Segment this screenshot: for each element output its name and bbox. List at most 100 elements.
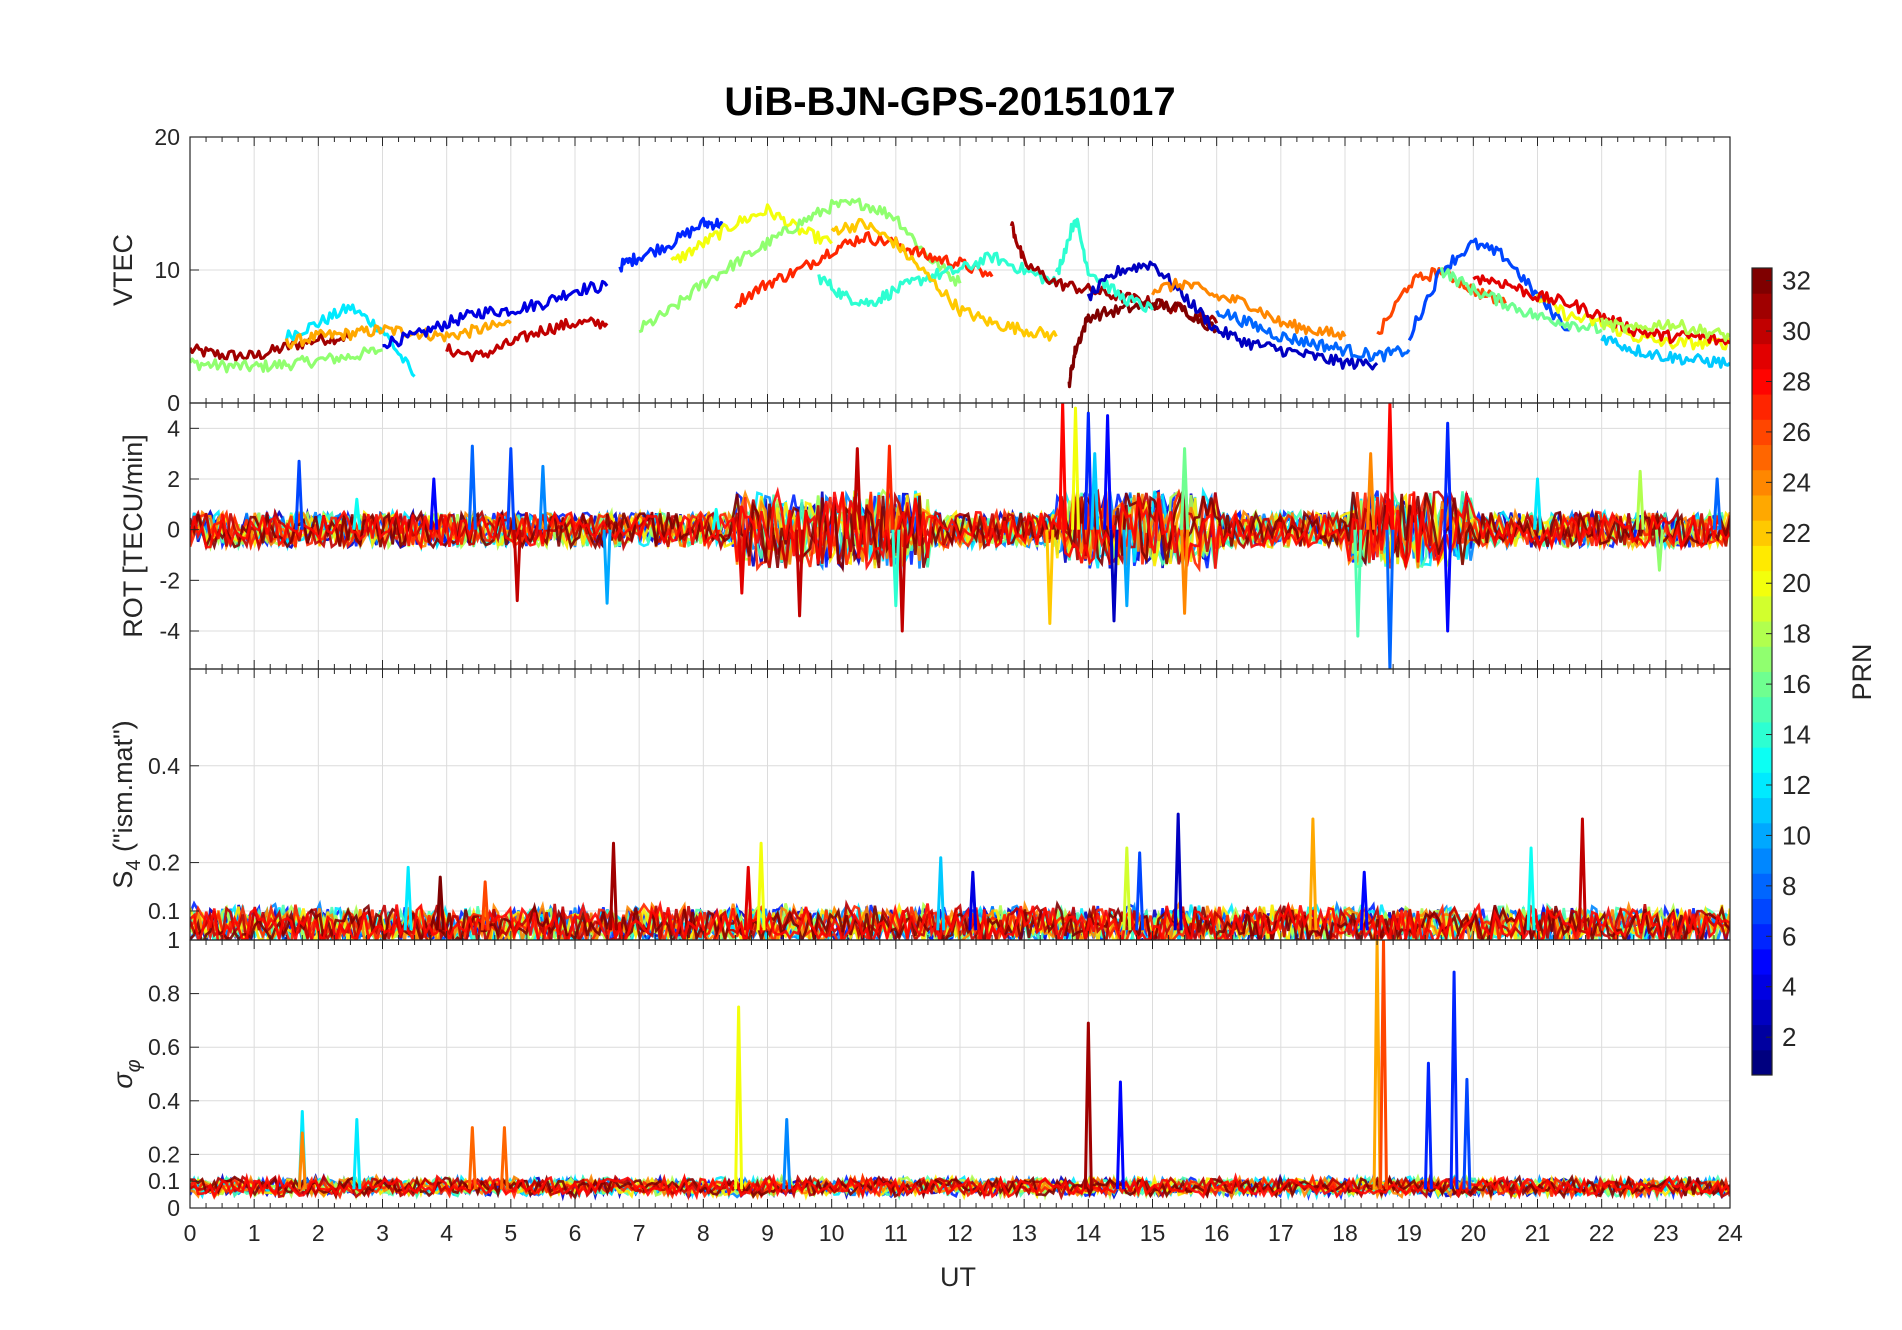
y-tick-label: 0.4: [148, 753, 180, 779]
rot-spike-prn-29: [737, 529, 747, 595]
sigma_phi-spike-prn-23: [1372, 940, 1382, 1190]
y-tick-label: 10: [154, 257, 180, 283]
x-tick-label: 9: [761, 1220, 774, 1246]
colorbar-segment: [1752, 898, 1772, 925]
colorbar-segment: [1752, 772, 1772, 799]
vtec-series-prn-3: [1086, 260, 1379, 371]
y-axis-label-vtec: VTEC: [108, 234, 138, 306]
sigma_phi-spike-prn-5: [1115, 1080, 1125, 1190]
colorbar-segment: [1752, 343, 1772, 370]
s4-spike-prn-19: [1122, 846, 1132, 931]
x-tick-label: 20: [1461, 1220, 1487, 1246]
sigma_phi-spike-prn-6: [1423, 1061, 1433, 1190]
colorbar-segment: [1752, 646, 1772, 672]
colorbar-tick-label: 12: [1782, 770, 1811, 800]
colorbar-segment: [1752, 797, 1772, 824]
y-tick-label: 4: [167, 415, 180, 441]
vtec-series-prn-31: [1009, 221, 1219, 327]
data-vtec: [190, 197, 1730, 389]
colorbar-tick-label: 22: [1782, 518, 1811, 548]
colorbar-segment: [1752, 999, 1772, 1026]
rot-spike-prn-22: [1045, 529, 1055, 625]
colorbar-segment: [1752, 595, 1772, 622]
y-tick-label: 2: [167, 466, 180, 492]
rot-spike-prn-7: [506, 447, 516, 530]
rot-spike-prn-13: [352, 497, 362, 530]
colorbar-tick-label: 18: [1782, 619, 1811, 649]
chart-title: UiB-BJN-GPS-20151017: [724, 80, 1175, 124]
panel-vtec: 0 10 20 VTEC: [108, 124, 1731, 416]
x-tick-label: 8: [697, 1220, 710, 1246]
x-tick-label: 19: [1396, 1220, 1422, 1246]
rot-spike-prn-14: [891, 529, 901, 608]
colorbar-segment: [1752, 469, 1772, 496]
sigma_phi-spike-prn-20: [734, 1005, 744, 1190]
y-tick-label: -4: [160, 618, 181, 644]
colorbar-segment: [1752, 570, 1772, 597]
x-tick-label: 17: [1268, 1220, 1294, 1246]
s4-spike-prn-30: [1577, 817, 1587, 931]
rot-spike-prn-10: [1122, 529, 1132, 608]
rot-spike-prn-15: [1353, 529, 1363, 638]
colorbar-tick-label: 4: [1782, 972, 1796, 1002]
vtec-series-prn-27: [734, 231, 994, 310]
rot-spike-prn-20: [1071, 406, 1080, 530]
sigma_phi-spike-prn-24: [297, 1131, 307, 1190]
vtec-series-prn-16: [1439, 266, 1603, 335]
colorbar-segment: [1752, 923, 1772, 950]
colorbar-segment: [1752, 671, 1772, 698]
sigma_phi-trace-prn-32: [190, 1174, 1730, 1200]
colorbar-segment: [1752, 293, 1772, 319]
vtec-series-prn-17: [638, 197, 962, 334]
x-tick-label: 4: [440, 1220, 453, 1246]
s4-spike-prn-4: [968, 870, 978, 931]
colorbar-tick-label: 24: [1782, 467, 1811, 497]
vtec-series-prn-8: [1215, 308, 1411, 363]
x-tick-label: 0: [184, 1220, 197, 1246]
sigma_phi-spike-prn-25: [467, 1126, 477, 1190]
vtec-series-prn-11: [1600, 334, 1730, 369]
s4-spike-prn-12: [403, 865, 413, 931]
colorbar-segment: [1752, 1049, 1772, 1076]
colorbar-segment: [1752, 696, 1772, 723]
y-tick-label: 0.1: [148, 1168, 180, 1194]
s4-spike-prn-32: [435, 875, 445, 931]
y-tick-label: 0.8: [148, 981, 180, 1007]
y-tick-label: -2: [160, 567, 180, 593]
s4-spike-prn-23: [1308, 817, 1318, 931]
x-tick-label: 7: [633, 1220, 646, 1246]
colorbar-tick-label: 8: [1782, 871, 1796, 901]
s4-spike-prn-29: [743, 865, 753, 931]
x-tick-label: 1: [248, 1220, 261, 1246]
rot-spike-prn-6: [1443, 421, 1453, 530]
colorbar-tick-label: 6: [1782, 921, 1796, 951]
vtec-series-prn-14: [1054, 217, 1154, 313]
colorbar-segment: [1752, 621, 1772, 647]
s4-spike-prn-3: [1173, 812, 1183, 931]
ticks-rot: [189, 403, 1731, 669]
colorbar-label: PRN: [1847, 643, 1877, 700]
colorbar-segment: [1752, 747, 1772, 773]
panel-s4: 0.1 0.2 0.4S4 ("ism.mat"): [108, 668, 1731, 941]
x-axis-label: UT: [940, 1262, 976, 1292]
x-tick-label: 21: [1525, 1220, 1551, 1246]
rot-spike-prn-9: [538, 464, 548, 530]
rot-spike-prn-5: [1443, 529, 1453, 633]
y-axis-label-sigma_phi: σφ: [108, 1059, 145, 1088]
panel-sigma_phi: 00.10.2 0.4 0.6 0.8 1 σφ: [108, 927, 1731, 1221]
x-tick-label: 12: [947, 1220, 973, 1246]
x-tick-label: 24: [1717, 1220, 1743, 1246]
rot-spike-prn-28: [1058, 403, 1068, 530]
ticks-vtec: [189, 136, 1731, 404]
y-tick-label: 0: [167, 1195, 180, 1221]
y-tick-label: 0.1: [148, 898, 180, 924]
vtec-series-prn-20: [1535, 293, 1730, 351]
colorbar-segment: [1752, 268, 1772, 294]
x-tick-label: 14: [1076, 1220, 1102, 1246]
colorbar-tick-label: 10: [1782, 820, 1811, 850]
x-tick-label: 3: [376, 1220, 389, 1246]
x-tick-label: 2: [312, 1220, 325, 1246]
